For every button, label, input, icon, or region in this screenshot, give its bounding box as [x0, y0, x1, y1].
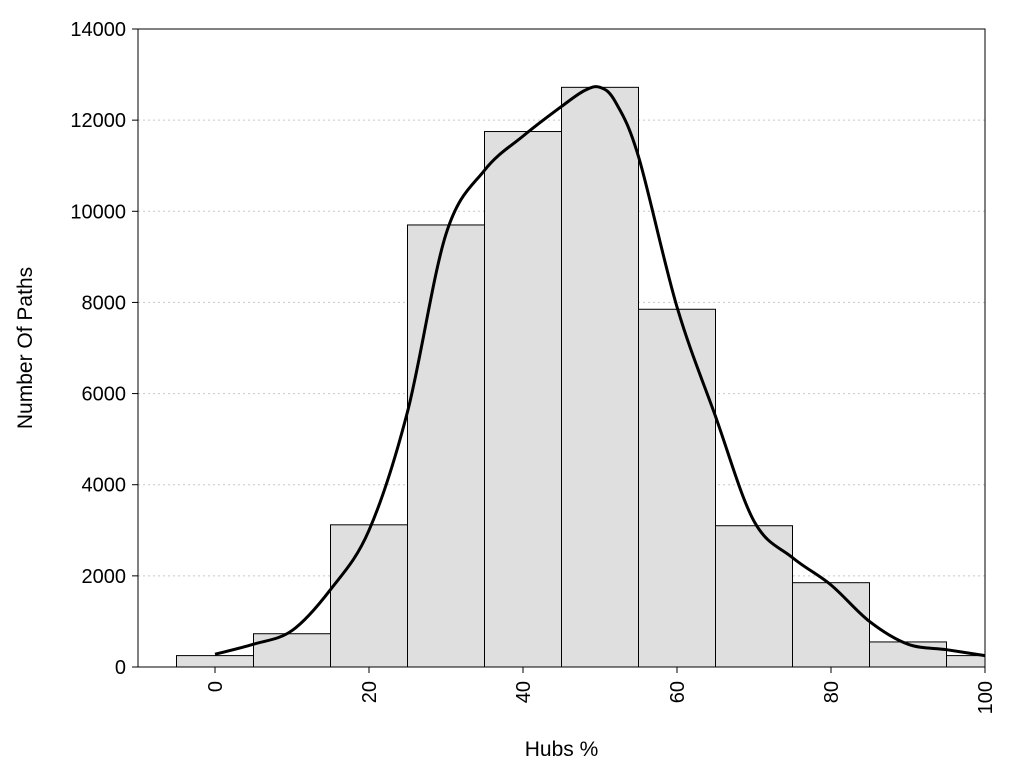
- x-tick-label: 40: [513, 681, 535, 703]
- histogram-bar: [176, 655, 254, 668]
- y-tick-label: 0: [115, 657, 126, 679]
- y-tick-label: 8000: [82, 292, 127, 314]
- histogram-bar: [869, 641, 947, 668]
- y-tick-label: 4000: [82, 475, 127, 497]
- grid-lines: [138, 119, 985, 577]
- plot-frame: [137, 28, 986, 668]
- y-axis-ticks: 0 2000 4000 6000 8000 10000 12000 14000: [70, 19, 138, 679]
- y-tick-label: 6000: [82, 384, 127, 406]
- y-axis-title: Number Of Paths: [14, 267, 37, 429]
- histogram-bar: [253, 633, 331, 668]
- histogram-bar: [330, 524, 408, 668]
- y-tick-label: 12000: [70, 110, 126, 132]
- histogram-bar: [484, 131, 562, 668]
- density-curve: [214, 85, 986, 658]
- x-axis-title: Hubs %: [525, 738, 599, 761]
- x-axis-ticks: 0 20 40 60 80 100: [205, 667, 997, 714]
- x-tick-label: 0: [205, 681, 227, 692]
- x-tick-label: 100: [975, 681, 997, 714]
- histogram-bar: [407, 224, 485, 668]
- y-tick-label: 2000: [82, 566, 127, 588]
- histogram-bar: [792, 582, 870, 668]
- histogram-bar: [638, 308, 716, 668]
- histogram-bar: [715, 525, 793, 668]
- x-tick-label: 20: [359, 681, 381, 703]
- y-tick-label: 10000: [70, 201, 126, 223]
- histogram-bars: [176, 86, 986, 668]
- x-tick-label: 80: [821, 681, 843, 703]
- histogram-bar: [946, 655, 986, 668]
- histogram-bar: [561, 86, 639, 668]
- y-tick-label: 14000: [70, 19, 126, 41]
- x-tick-label: 60: [667, 681, 689, 703]
